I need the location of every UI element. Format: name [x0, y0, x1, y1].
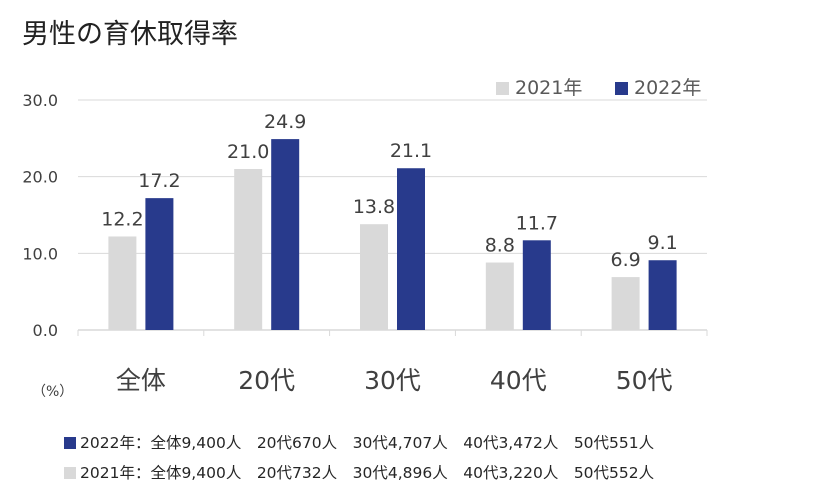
grid-lines: [77, 99, 708, 336]
x-tick-label-0: 全体: [116, 366, 166, 395]
bar-2022-4: [648, 260, 677, 330]
legend-label-2022: 2022年: [634, 77, 702, 99]
y-axis-ticks: 0.0 10.0 20.0 30.0: [22, 91, 58, 340]
x-tick-label-4: 50代: [616, 366, 673, 395]
data-label-2021-1: 21.0: [227, 141, 269, 163]
data-label-2021-4: 6.9: [610, 249, 640, 271]
y-axis-unit-label: （%）: [32, 384, 74, 400]
y-tick-label-1: 10.0: [22, 244, 58, 263]
note-swatch-2021: [64, 467, 76, 479]
x-tick-label-2: 30代: [364, 366, 421, 395]
sample-size-note-2021: 2021年：全体9,400人 20代732人 30代4,896人 40代3,22…: [64, 461, 654, 483]
legend-label-2021: 2021年: [515, 77, 583, 99]
sample-size-note-2022: 2022年：全体9,400人 20代670人 30代4,707人 40代3,47…: [64, 431, 654, 453]
data-label-2021-0: 12.2: [101, 208, 143, 230]
y-tick-label-2: 20.0: [22, 168, 58, 187]
bar-2022-1: [271, 139, 300, 330]
data-label-2021-3: 8.8: [485, 235, 515, 257]
note-text-2021: 2021年：全体9,400人 20代732人 30代4,896人 40代3,22…: [80, 464, 655, 482]
note-text-2022: 2022年：全体9,400人 20代670人 30代4,707人 40代3,47…: [80, 434, 655, 452]
x-axis-ticks: 全体 20代 30代 40代 50代: [116, 366, 673, 395]
data-label-2022-1: 24.9: [264, 111, 306, 133]
data-labels: 12.2 17.2 21.0 24.9 13.8 21.1 8.811.7 6.9 9.1: [101, 111, 677, 271]
bar-2021-3: [485, 262, 514, 330]
data-label-2022-4: 9.1: [647, 232, 677, 254]
bar-2022-0: [145, 198, 174, 330]
data-label-2022-3: 11.7: [516, 212, 558, 234]
x-tick-label-3: 40代: [490, 366, 547, 395]
data-label-2021-2: 13.8: [353, 196, 395, 218]
legend-swatch-2022: [615, 82, 628, 95]
data-label-2022-2: 21.1: [390, 140, 432, 162]
y-tick-label-0: 0.0: [33, 321, 58, 340]
bar-2021-1: [234, 169, 263, 330]
data-label-2022-0: 17.2: [138, 170, 180, 192]
legend-item-2022: 2022年: [615, 73, 701, 100]
bar-2022-3: [522, 240, 551, 330]
y-tick-label-3: 30.0: [22, 91, 58, 110]
note-swatch-2022: [64, 437, 76, 449]
legend-swatch-2021: [496, 82, 509, 95]
bars: [108, 139, 677, 330]
bar-2021-2: [360, 224, 388, 330]
bar-2021-4: [611, 277, 640, 330]
x-tick-label-1: 20代: [238, 366, 295, 395]
chart-title: 男性の育休取得率: [22, 19, 238, 50]
bar-2022-2: [397, 168, 425, 330]
bar-2021-0: [108, 236, 137, 330]
legend-item-2021: 2021年: [496, 73, 582, 100]
